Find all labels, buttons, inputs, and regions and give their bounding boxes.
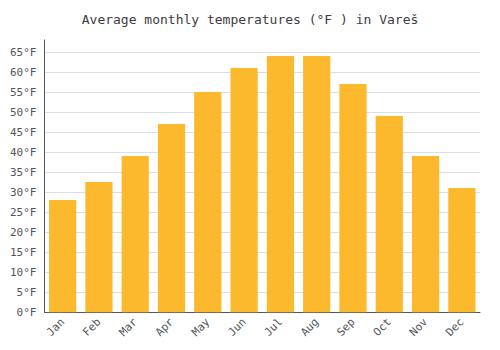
svg-text:Feb: Feb: [80, 316, 103, 339]
svg-text:Jan: Jan: [44, 316, 67, 339]
svg-text:Aug: Aug: [298, 316, 321, 339]
svg-text:0°F: 0°F: [17, 306, 37, 319]
svg-text:Jul: Jul: [262, 316, 285, 339]
svg-text:25°F: 25°F: [10, 206, 37, 219]
svg-text:15°F: 15°F: [10, 246, 37, 259]
svg-text:20°F: 20°F: [10, 226, 37, 239]
svg-text:Mar: Mar: [117, 315, 140, 338]
svg-text:45°F: 45°F: [10, 126, 37, 139]
svg-text:40°F: 40°F: [10, 146, 37, 159]
svg-text:May: May: [189, 315, 212, 338]
svg-text:60°F: 60°F: [10, 66, 37, 79]
svg-text:5°F: 5°F: [17, 286, 37, 299]
svg-text:Jun: Jun: [225, 316, 248, 339]
svg-text:Oct: Oct: [371, 316, 394, 339]
svg-text:65°F: 65°F: [10, 46, 37, 59]
svg-text:Nov: Nov: [407, 315, 430, 338]
svg-text:Dec: Dec: [443, 316, 466, 339]
svg-text:30°F: 30°F: [10, 186, 37, 199]
svg-text:Sep: Sep: [334, 316, 357, 339]
svg-text:10°F: 10°F: [10, 266, 37, 279]
svg-text:55°F: 55°F: [10, 86, 37, 99]
svg-text:50°F: 50°F: [10, 106, 37, 119]
svg-text:Apr: Apr: [153, 315, 176, 338]
svg-text:Average monthly temperatures (: Average monthly temperatures (°F ) in Va…: [82, 12, 419, 27]
svg-text:35°F: 35°F: [10, 166, 37, 179]
